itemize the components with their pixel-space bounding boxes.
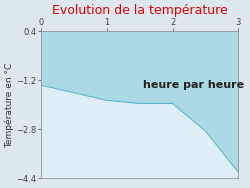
Y-axis label: Température en °C: Température en °C (4, 62, 14, 148)
Text: heure par heure: heure par heure (143, 80, 244, 90)
Title: Evolution de la température: Evolution de la température (52, 4, 228, 17)
